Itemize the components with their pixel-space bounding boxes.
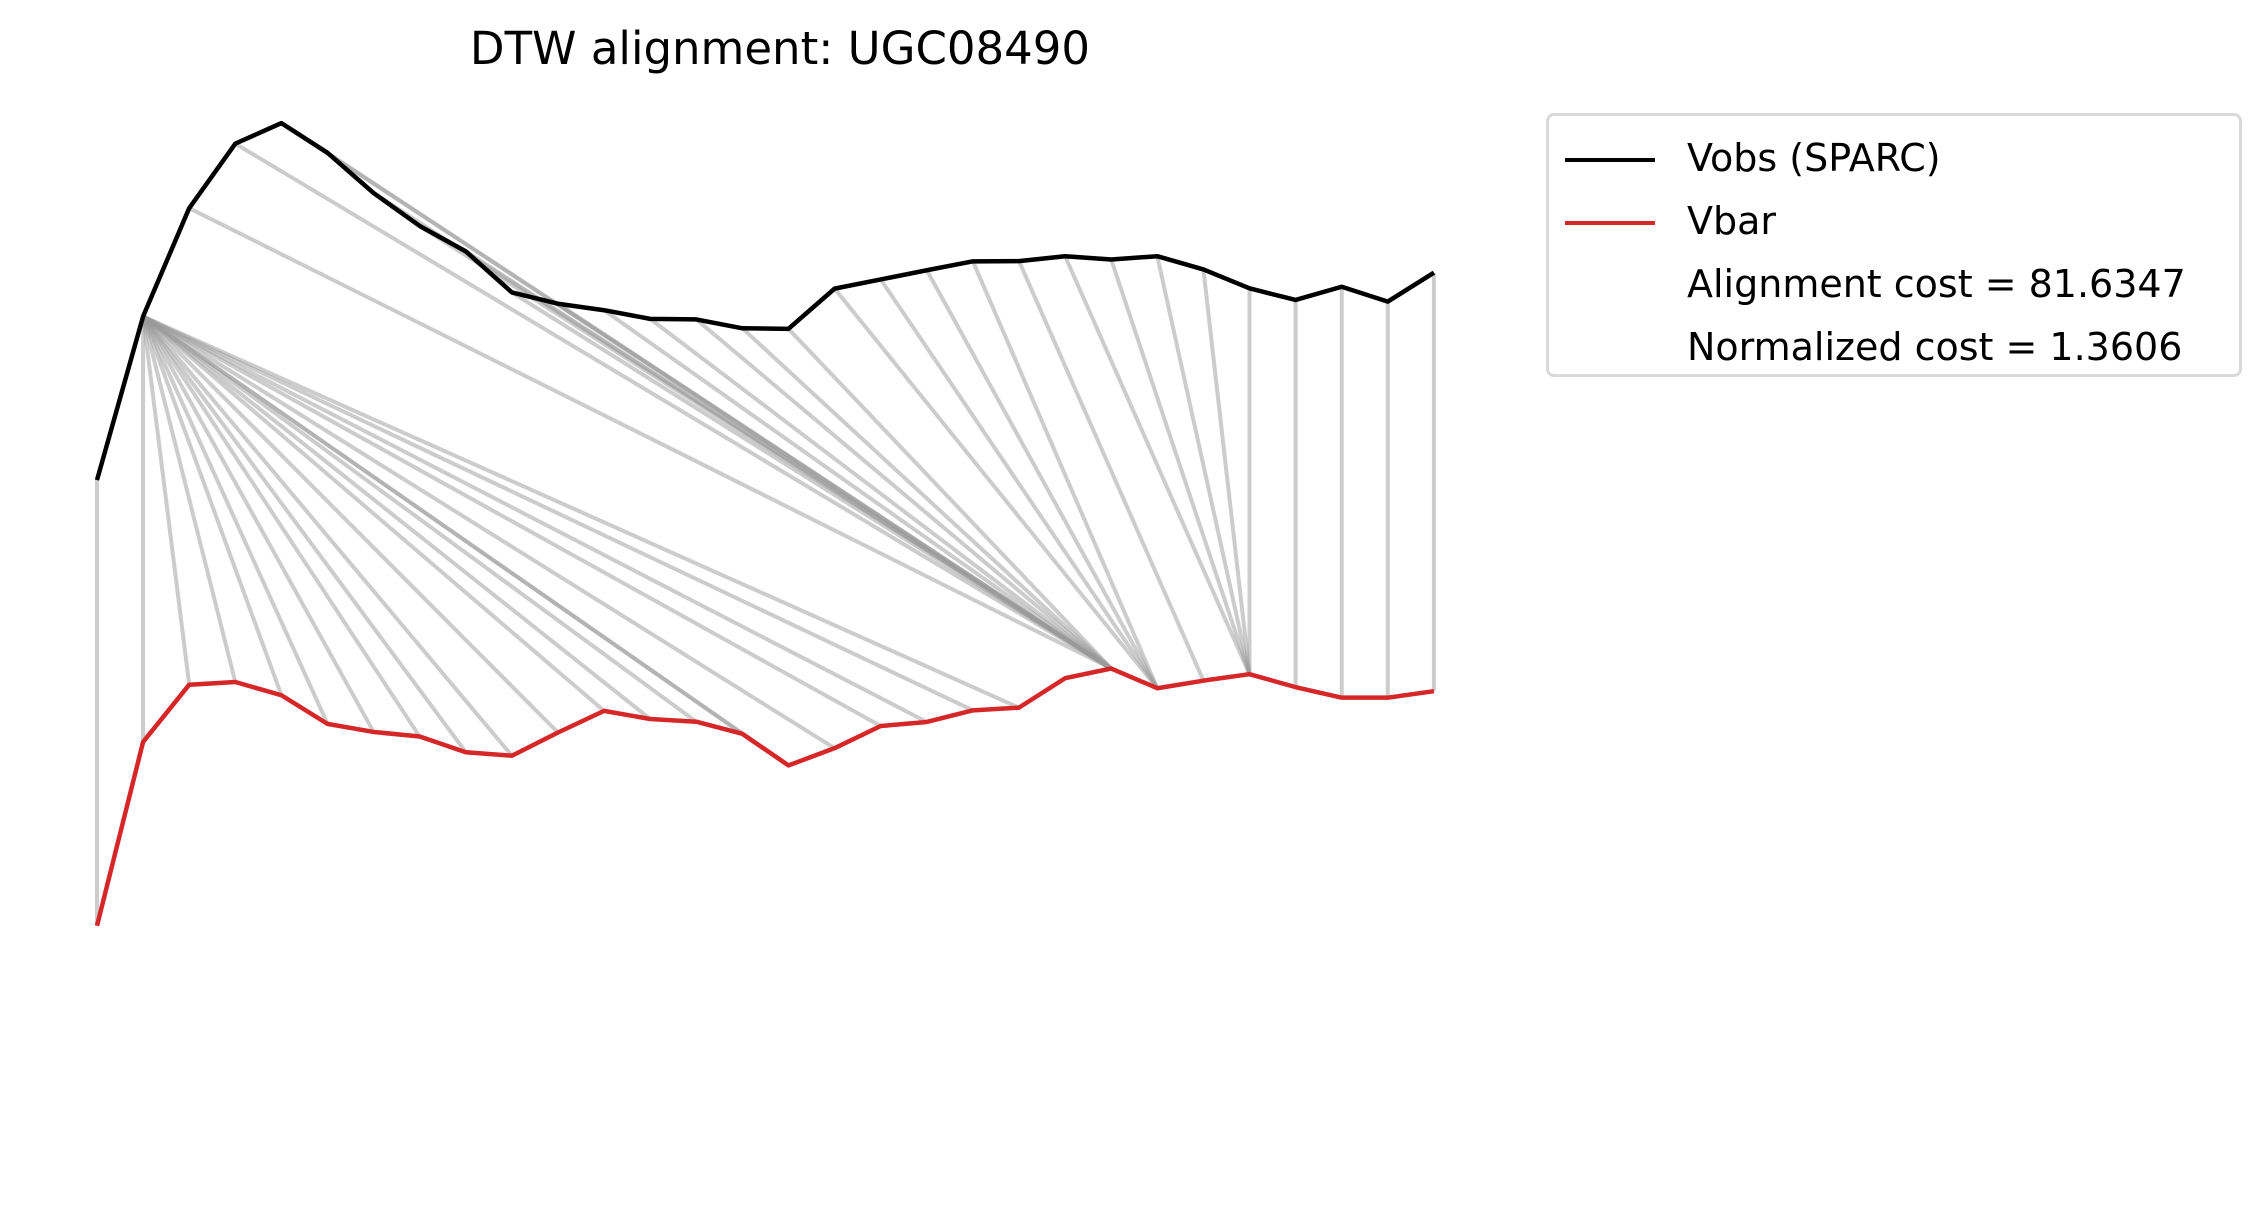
alignment-line-8 bbox=[141, 315, 468, 754]
alignment-line-9 bbox=[141, 315, 514, 758]
legend-item-alignment-cost: Alignment cost = 81.6347 bbox=[1549, 256, 2239, 316]
alignment-lines bbox=[95, 121, 1436, 926]
alignment-line-12 bbox=[141, 314, 652, 721]
alignment-line-19 bbox=[142, 314, 974, 713]
legend-swatch-vbar bbox=[1565, 221, 1655, 225]
alignment-line-10 bbox=[141, 315, 560, 734]
alignment-line-5 bbox=[141, 315, 330, 725]
alignment-cost-label: Alignment cost = 81.6347 bbox=[1687, 262, 2186, 306]
alignment-line-3 bbox=[141, 315, 238, 683]
alignment-line-2 bbox=[141, 316, 192, 685]
alignment-line-7 bbox=[141, 315, 422, 738]
alignment-line-18 bbox=[142, 314, 928, 724]
alignment-line-36 bbox=[879, 278, 1159, 690]
legend-swatch-vobs bbox=[1565, 158, 1655, 162]
alignment-line-41 bbox=[1109, 258, 1252, 675]
vbar-line bbox=[94, 666, 1435, 927]
alignment-line-34 bbox=[787, 327, 1113, 670]
alignment-line-15 bbox=[141, 314, 790, 768]
alignment-line-30 bbox=[602, 308, 1113, 671]
alignment-line-35 bbox=[833, 287, 1159, 690]
alignment-line-13 bbox=[141, 314, 698, 724]
alignment-line-6 bbox=[141, 315, 376, 733]
alignment-line-42 bbox=[1155, 255, 1252, 675]
alignment-line-11 bbox=[141, 314, 606, 713]
alignment-line-20 bbox=[142, 314, 1020, 710]
alignment-line-31 bbox=[648, 317, 1113, 671]
alignment-line-29 bbox=[556, 302, 1113, 671]
legend-item-normalized-cost: Normalized cost = 1.3606 bbox=[1549, 319, 2239, 379]
legend: Vobs (SPARC) Vbar Alignment cost = 81.63… bbox=[1546, 113, 2242, 377]
alignment-line-22 bbox=[234, 141, 1113, 671]
alignment-line-39 bbox=[1017, 260, 1206, 682]
normalized-cost-label: Normalized cost = 1.3606 bbox=[1687, 325, 2183, 369]
alignment-line-32 bbox=[695, 317, 1113, 671]
legend-label-vobs: Vobs (SPARC) bbox=[1687, 136, 1941, 180]
alignment-line-28 bbox=[510, 290, 1113, 671]
alignment-line-17 bbox=[142, 314, 882, 728]
alignment-line-33 bbox=[741, 326, 1113, 670]
legend-item-vbar: Vbar bbox=[1549, 193, 2239, 253]
alignment-line-21 bbox=[188, 206, 1113, 671]
series-lines bbox=[94, 120, 1436, 927]
alignment-line-43 bbox=[1201, 269, 1252, 675]
legend-item-vobs: Vobs (SPARC) bbox=[1549, 130, 2239, 190]
alignment-line-16 bbox=[142, 314, 836, 750]
alignment-line-4 bbox=[141, 315, 284, 696]
chart-title: DTW alignment: UGC08490 bbox=[469, 22, 1091, 75]
alignment-line-40 bbox=[1063, 255, 1252, 675]
alignment-line-37 bbox=[925, 269, 1160, 690]
alignment-line-38 bbox=[971, 260, 1160, 690]
legend-label-vbar: Vbar bbox=[1687, 199, 1777, 243]
vobs-line bbox=[94, 120, 1436, 481]
